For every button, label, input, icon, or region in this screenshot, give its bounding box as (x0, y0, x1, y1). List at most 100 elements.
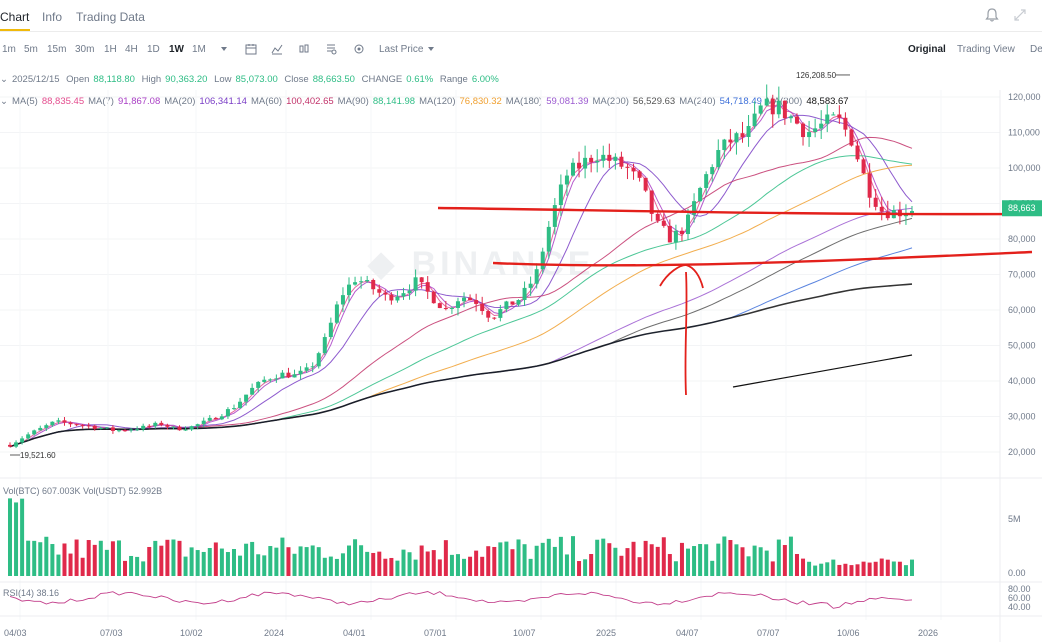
candle-body (788, 116, 793, 119)
candle-body (601, 154, 606, 161)
volume-bar (552, 546, 557, 576)
candle-body (80, 425, 85, 427)
volume-bar (897, 561, 902, 576)
candle-body (546, 226, 551, 252)
time-tick-label: 2026 (918, 628, 938, 638)
volume-bar (722, 536, 727, 576)
candle-body (583, 157, 588, 169)
price-markers: 88,663 126,208.50 19,521.60 (10, 71, 1042, 460)
chart-toolbar: 1m 5m 15m 30m 1H 4H 1D 1W 1M Last Price … (0, 38, 1042, 60)
volume-bar (32, 540, 37, 576)
volume-bar (347, 545, 352, 576)
candle-body (649, 190, 654, 214)
volume-bar (607, 543, 612, 576)
top-bar: Chart Info Trading Data (0, 0, 1042, 32)
candle-body (334, 304, 339, 323)
volume-bar (365, 551, 370, 576)
timeframe-1w[interactable]: 1W (169, 44, 184, 55)
volume-bar (462, 558, 467, 576)
candle-body (92, 425, 97, 429)
volume-bar (340, 553, 345, 576)
volume-bar (595, 539, 600, 576)
tab-trading-data[interactable]: Trading Data (76, 10, 145, 24)
volume-bar (764, 550, 769, 576)
price-tick-label: 30,000 (1008, 412, 1036, 422)
timeframe-15m[interactable]: 15m (47, 44, 67, 55)
candle-body (643, 177, 648, 191)
timeframe-4h[interactable]: 4H (125, 44, 138, 55)
price-type-chevron-icon[interactable] (424, 42, 438, 56)
ma-label: MA(180) (505, 96, 543, 107)
candle-body (637, 171, 642, 178)
tab-chart[interactable]: Chart (0, 10, 30, 24)
timeframe-1d[interactable]: 1D (147, 44, 160, 55)
volume-bar (62, 543, 67, 576)
volume-bar (262, 555, 267, 576)
timeframe-30m[interactable]: 30m (75, 44, 95, 55)
volume-bar (504, 541, 509, 576)
tab-info[interactable]: Info (42, 10, 63, 24)
change-label: CHANGE (361, 74, 403, 85)
candle-body (558, 184, 563, 206)
price-chart[interactable]: ◆ BINANCE 120,000110,000100,00090,00080,… (0, 60, 1042, 642)
timeframe-1h[interactable]: 1H (104, 44, 117, 55)
template-icon[interactable] (324, 42, 338, 56)
price-tick-label: 50,000 (1008, 341, 1036, 351)
candle-body (213, 417, 218, 420)
bell-icon[interactable] (984, 7, 1000, 23)
ma-value: 100,402.65 (286, 96, 334, 107)
price-type-select[interactable]: Last Price (379, 44, 424, 55)
candle-type-icon[interactable] (297, 42, 311, 56)
ma-line (9, 136, 913, 448)
volume-bar (903, 565, 908, 576)
candle-body (462, 297, 467, 302)
view-original[interactable]: Original (908, 44, 946, 55)
expand-caret-icon[interactable]: ⌄ (0, 74, 8, 85)
candle-body (692, 201, 697, 215)
ma-label: MA(60) (250, 96, 283, 107)
ma-value: 76,830.32 (459, 96, 502, 107)
candle-body (201, 420, 206, 425)
candle-body (256, 381, 261, 388)
ma-line (9, 207, 913, 448)
ma-label: MA(20) (164, 96, 196, 107)
volume-bar (219, 548, 224, 576)
volume-bar (837, 564, 842, 576)
volume-bar (353, 539, 358, 576)
price-tick-label: 110,000 (1008, 128, 1040, 138)
ma-label: MA(5) (11, 96, 38, 107)
settings-icon[interactable] (352, 42, 366, 56)
support-line-upper (437, 206, 1031, 216)
ma-value: 48,583.67 (806, 96, 849, 107)
timeframe-1m[interactable]: 1m (2, 44, 16, 55)
current-price-badge (1002, 200, 1042, 217)
candle-body (468, 297, 473, 301)
volume-bar (788, 536, 793, 576)
timeframe-5m[interactable]: 5m (24, 44, 38, 55)
volume-bar (891, 561, 896, 576)
candle-body (704, 174, 709, 188)
candle-body (861, 159, 866, 174)
candle-body (407, 290, 412, 294)
indicator-icon[interactable] (270, 42, 284, 56)
ma-expand-caret-icon[interactable]: ⌄ (0, 96, 8, 107)
volume-bar (8, 498, 12, 576)
candle-body (110, 427, 115, 431)
expand-icon[interactable] (1012, 7, 1028, 23)
candle-body (752, 113, 757, 126)
candle-body (268, 379, 273, 381)
view-trading-view[interactable]: Trading View (957, 44, 1015, 55)
view-depth[interactable]: De (1030, 44, 1042, 55)
volume-bar (389, 557, 394, 576)
volume-bar (782, 545, 787, 576)
candle-body (365, 280, 370, 282)
candle-body (141, 425, 146, 430)
candle-body (528, 283, 533, 288)
chevron-down-icon[interactable] (217, 42, 231, 56)
calendar-icon[interactable] (244, 42, 258, 56)
candle-body (619, 156, 624, 167)
candle-body (425, 282, 430, 292)
ma-value: 88,141.98 (372, 96, 416, 107)
timeframe-1mo[interactable]: 1M (192, 44, 206, 55)
